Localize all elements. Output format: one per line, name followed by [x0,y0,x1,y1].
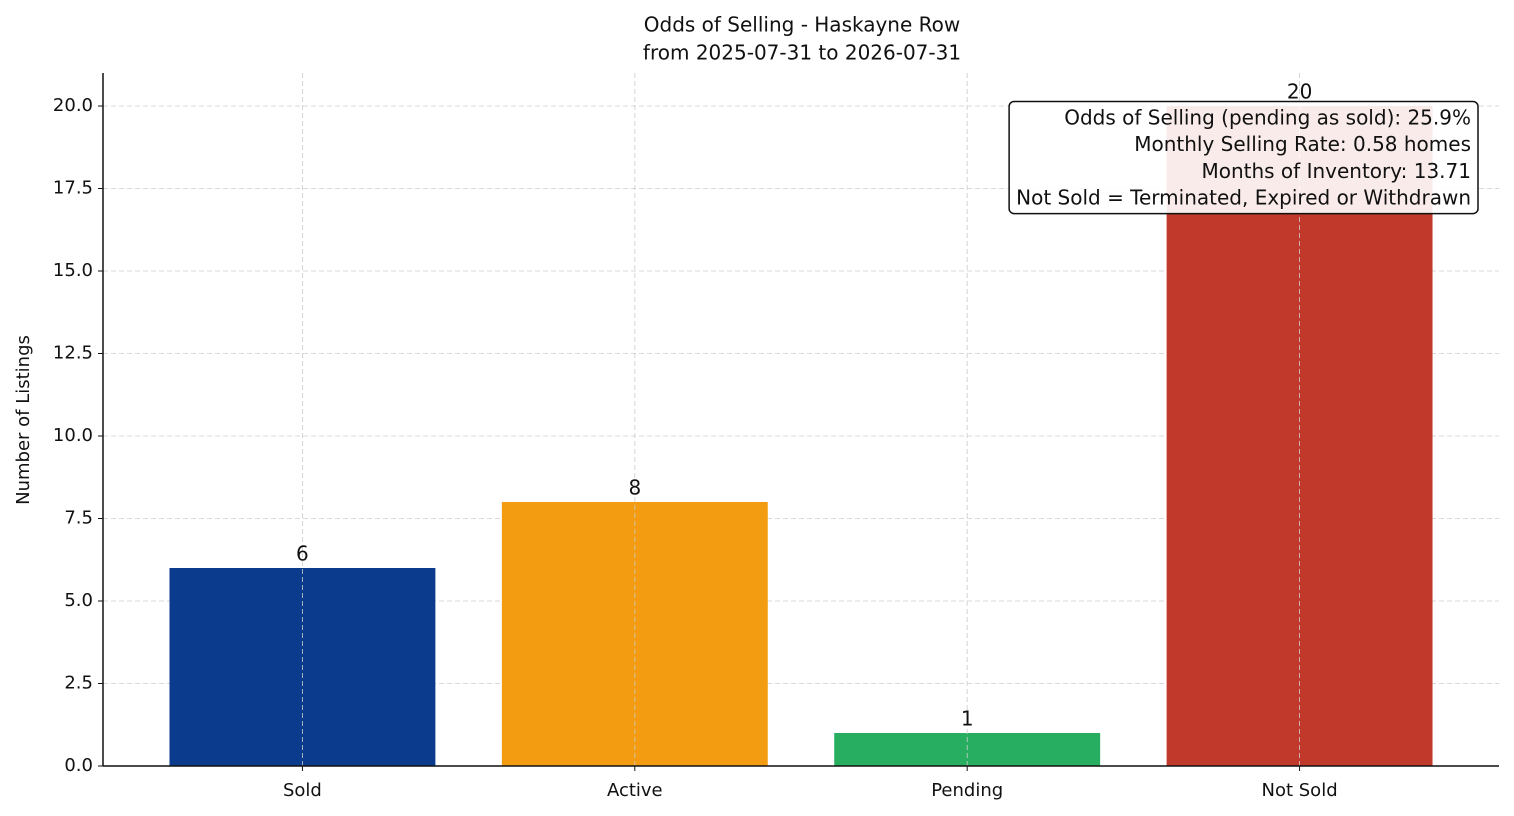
y-tick-label: 15.0 [53,260,93,281]
annotation-line: Monthly Selling Rate: 0.58 homes [1134,132,1471,156]
y-tick-label: 2.5 [64,673,93,694]
x-tick-label: Sold [283,780,322,801]
annotation-line: Odds of Selling (pending as sold): 25.9% [1064,106,1471,130]
annotation-box [1008,100,1479,215]
value-label: 8 [628,476,641,500]
value-label: 6 [296,542,309,566]
value-label: 1 [961,707,974,731]
y-tick-label: 17.5 [53,178,93,199]
annotation-line: Months of Inventory: 13.71 [1201,159,1471,183]
y-axis-label: Number of Listings [13,335,34,505]
chart-title: Odds of Selling - Haskayne Row [644,13,960,37]
y-tick-label: 20.0 [53,95,93,116]
y-tick-label: 0.0 [64,755,93,776]
y-tick-label: 10.0 [53,425,93,446]
x-tick-label: Pending [931,780,1003,801]
chart-subtitle: from 2025-07-31 to 2026-07-31 [643,41,961,65]
y-tick-label: 5.0 [64,590,93,611]
annotation-line: Not Sold = Terminated, Expired or Withdr… [1016,186,1471,210]
x-tick-label: Active [607,780,663,801]
y-tick-label: 12.5 [53,343,93,364]
y-tick-label: 7.5 [64,508,93,529]
value-label: 20 [1287,80,1312,104]
annotation: Odds of Selling (pending as sold): 25.9%… [1016,106,1471,210]
x-tick-label: Not Sold [1262,780,1338,801]
